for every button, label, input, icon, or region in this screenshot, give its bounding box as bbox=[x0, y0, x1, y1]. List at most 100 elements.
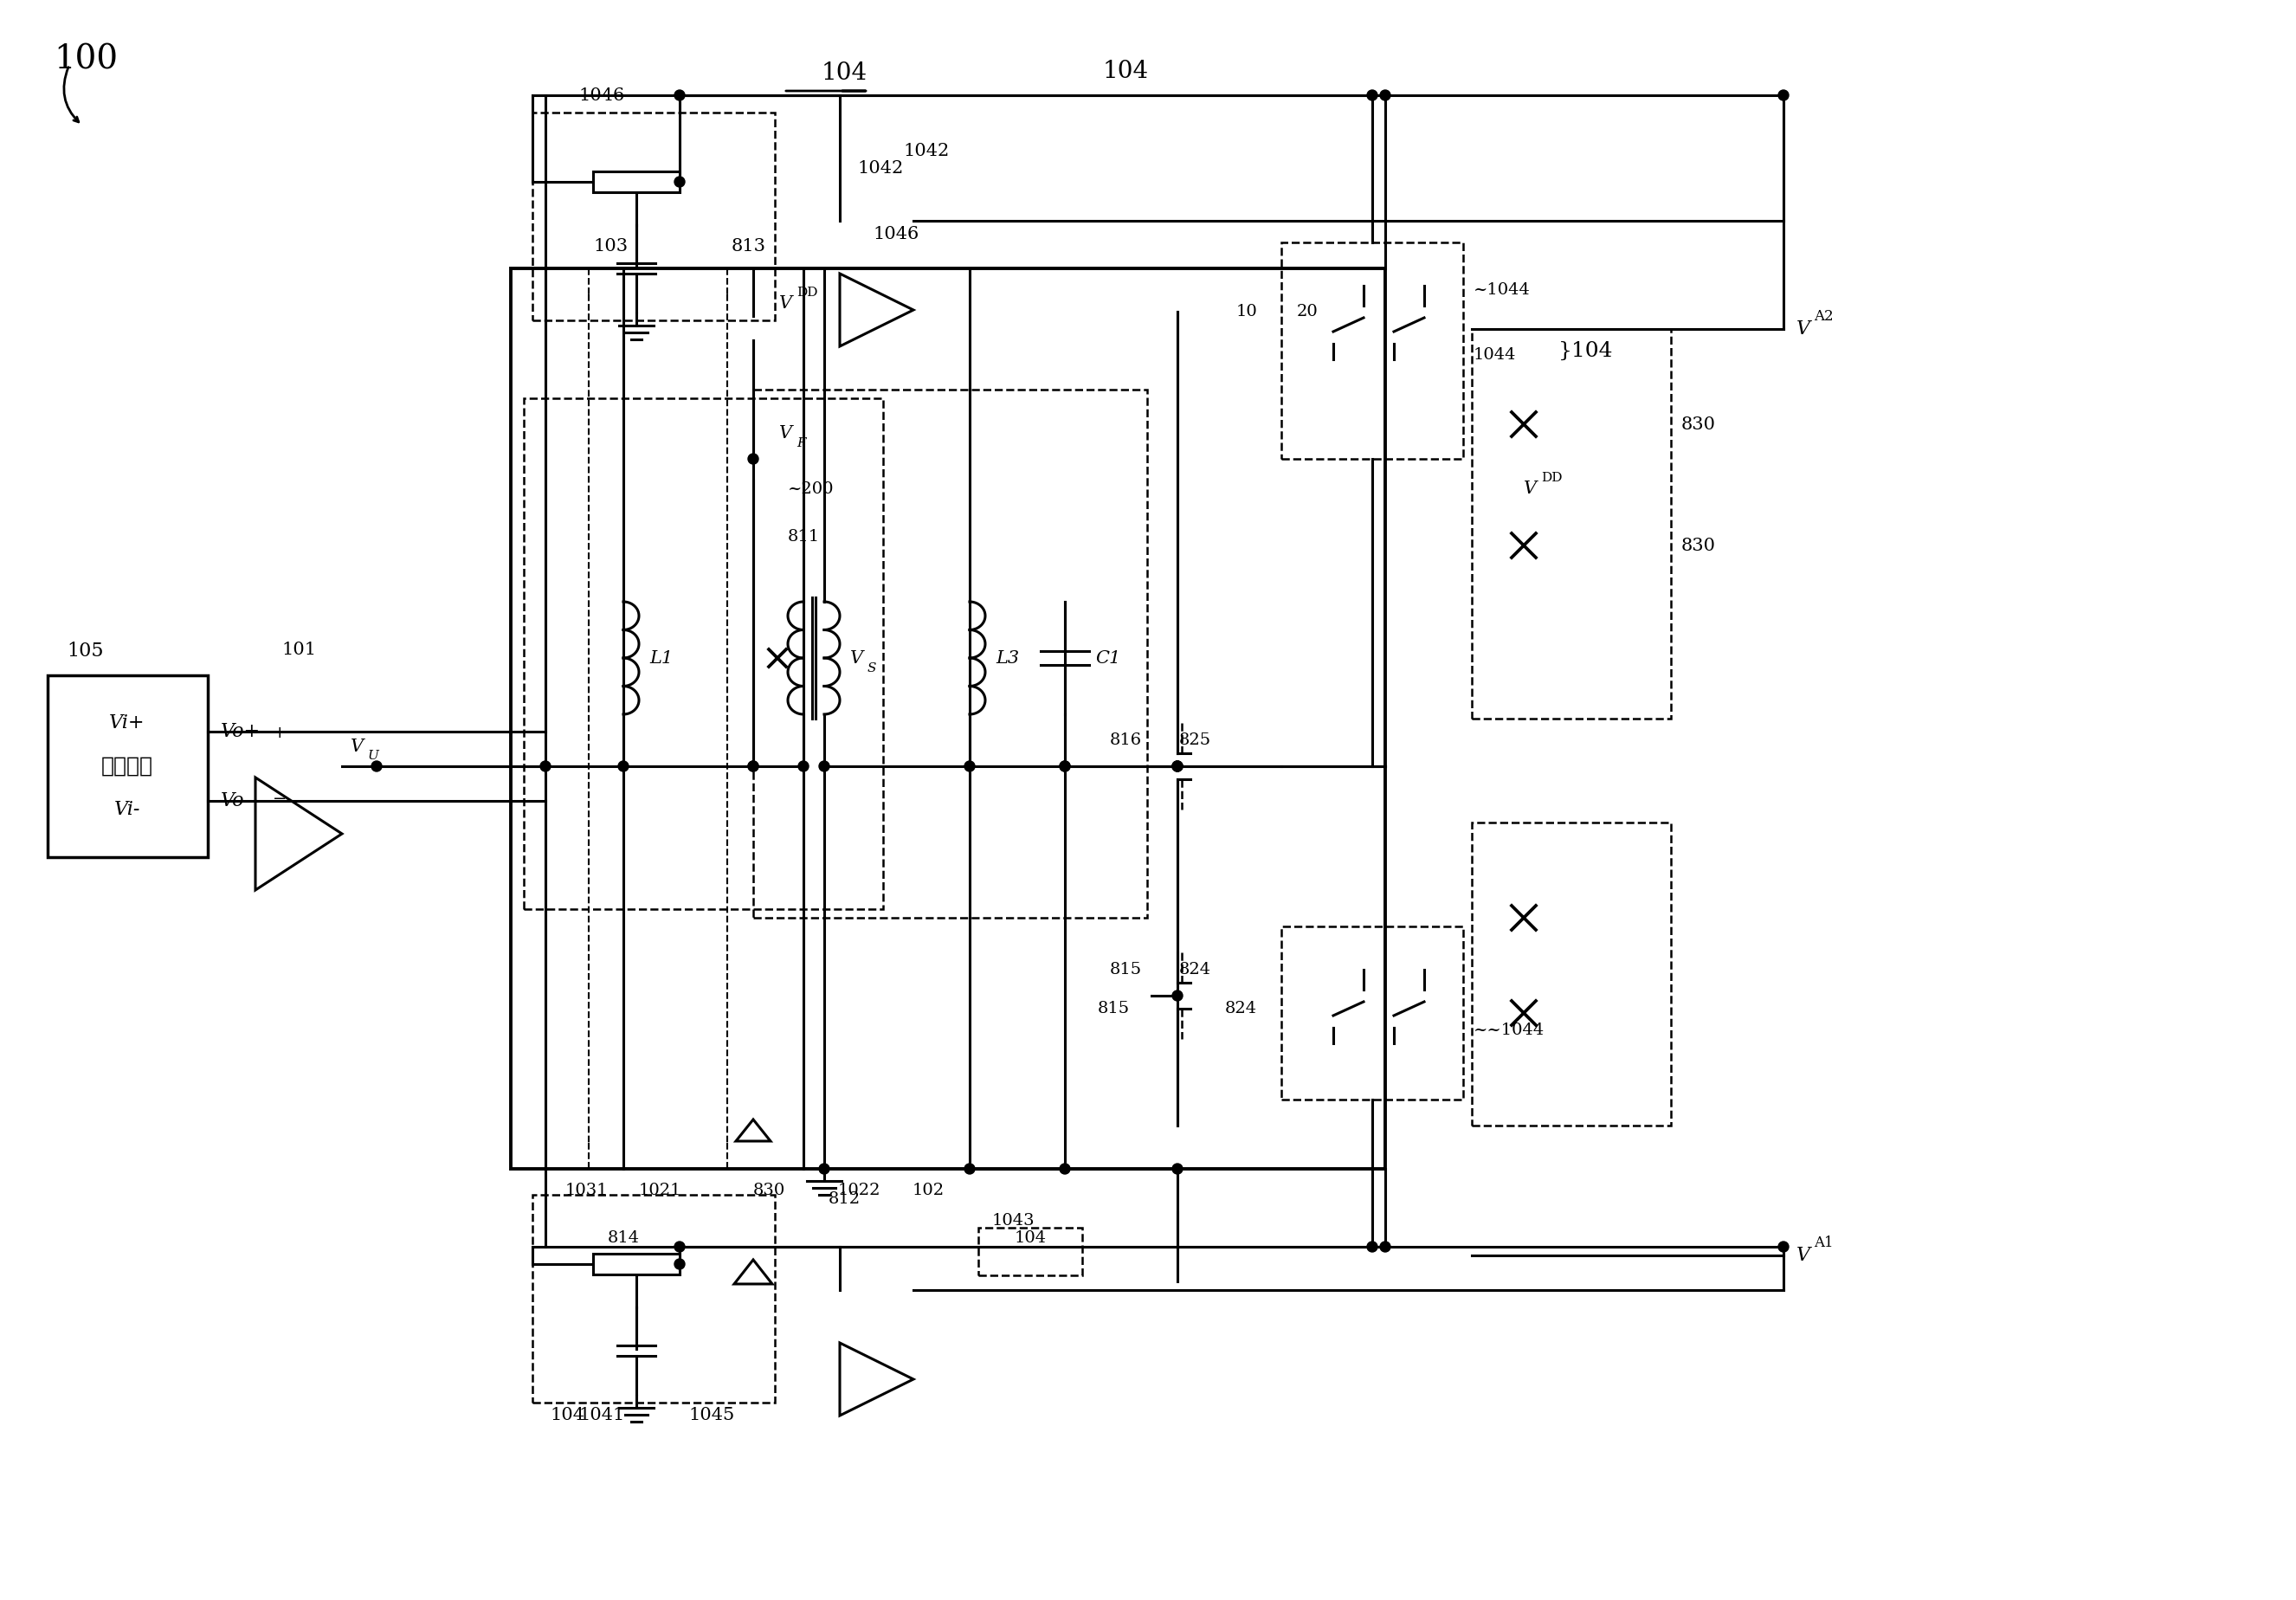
Text: 104: 104 bbox=[549, 1408, 585, 1424]
Circle shape bbox=[1061, 1163, 1070, 1174]
Text: 1042: 1042 bbox=[902, 144, 951, 160]
Text: 处理电路: 处理电路 bbox=[101, 757, 154, 776]
Circle shape bbox=[1173, 1163, 1182, 1174]
Circle shape bbox=[748, 762, 758, 771]
Text: 104: 104 bbox=[1102, 59, 1148, 83]
Bar bbox=[533, 1195, 774, 1403]
Bar bbox=[592, 171, 680, 192]
Text: V: V bbox=[1525, 482, 1536, 498]
Text: V: V bbox=[778, 424, 792, 442]
Circle shape bbox=[1173, 762, 1182, 771]
Text: Vo+: Vo+ bbox=[220, 722, 262, 741]
Bar bbox=[1472, 822, 1671, 1125]
Circle shape bbox=[1779, 90, 1789, 101]
Circle shape bbox=[964, 762, 976, 771]
Text: 10: 10 bbox=[1235, 304, 1258, 320]
Circle shape bbox=[675, 1242, 684, 1251]
Text: 825: 825 bbox=[1178, 733, 1210, 749]
Circle shape bbox=[1173, 762, 1182, 771]
Text: 815: 815 bbox=[1109, 962, 1141, 978]
Text: V: V bbox=[850, 650, 863, 666]
Text: 1031: 1031 bbox=[565, 1182, 608, 1198]
Bar bbox=[48, 675, 207, 858]
Circle shape bbox=[675, 1259, 684, 1269]
Text: 103: 103 bbox=[592, 238, 627, 254]
Circle shape bbox=[1173, 762, 1182, 771]
Text: C1: C1 bbox=[1095, 650, 1120, 666]
Circle shape bbox=[1366, 1242, 1378, 1251]
Text: 816: 816 bbox=[1109, 733, 1141, 749]
Text: Vi+: Vi+ bbox=[110, 714, 145, 733]
Circle shape bbox=[748, 762, 758, 771]
Circle shape bbox=[964, 1163, 976, 1174]
Circle shape bbox=[748, 454, 758, 464]
Text: 824: 824 bbox=[1226, 1002, 1258, 1016]
Text: V: V bbox=[1795, 1246, 1812, 1266]
Circle shape bbox=[1779, 1242, 1789, 1251]
Text: }104: }104 bbox=[1559, 341, 1614, 360]
Circle shape bbox=[820, 1163, 829, 1174]
Text: 1044: 1044 bbox=[1474, 347, 1515, 363]
Bar bbox=[1281, 926, 1463, 1099]
Text: +: + bbox=[273, 725, 287, 741]
Bar bbox=[1472, 330, 1671, 718]
Text: F: F bbox=[797, 437, 806, 450]
Circle shape bbox=[372, 762, 381, 771]
Circle shape bbox=[1380, 90, 1391, 101]
Text: 812: 812 bbox=[829, 1192, 861, 1206]
Circle shape bbox=[799, 762, 808, 771]
Text: 830: 830 bbox=[1681, 416, 1715, 432]
Text: 104: 104 bbox=[822, 62, 868, 85]
Text: Vo-: Vo- bbox=[220, 792, 250, 810]
Text: 830: 830 bbox=[1681, 538, 1715, 554]
Text: 1046: 1046 bbox=[579, 86, 625, 104]
Text: 811: 811 bbox=[788, 530, 820, 544]
Text: 100: 100 bbox=[53, 43, 117, 75]
Bar bbox=[510, 269, 1384, 1170]
Text: 1041: 1041 bbox=[579, 1408, 625, 1424]
Text: V: V bbox=[778, 294, 792, 312]
Bar bbox=[592, 1254, 680, 1275]
Text: A1: A1 bbox=[1814, 1235, 1835, 1251]
Circle shape bbox=[618, 762, 629, 771]
Circle shape bbox=[820, 762, 829, 771]
Text: DD: DD bbox=[797, 286, 817, 299]
Text: ~1044: ~1044 bbox=[1474, 282, 1531, 298]
Text: 1046: 1046 bbox=[872, 226, 918, 242]
Circle shape bbox=[1380, 1242, 1391, 1251]
Text: 1021: 1021 bbox=[638, 1182, 682, 1198]
Text: 824: 824 bbox=[1178, 962, 1210, 978]
Text: DD: DD bbox=[1541, 472, 1561, 483]
Text: V: V bbox=[1795, 320, 1812, 339]
Text: 814: 814 bbox=[606, 1230, 638, 1246]
Text: 815: 815 bbox=[1097, 1002, 1130, 1016]
Text: L3: L3 bbox=[996, 650, 1019, 666]
Text: L1: L1 bbox=[650, 650, 673, 666]
Text: 813: 813 bbox=[732, 238, 767, 254]
Text: ~200: ~200 bbox=[788, 482, 833, 498]
Circle shape bbox=[540, 762, 551, 771]
Text: 1043: 1043 bbox=[992, 1213, 1035, 1229]
Text: A2: A2 bbox=[1814, 309, 1835, 325]
Text: −: − bbox=[273, 792, 287, 806]
Text: V: V bbox=[351, 739, 363, 755]
Text: 101: 101 bbox=[282, 642, 317, 658]
Bar bbox=[753, 390, 1148, 918]
Circle shape bbox=[1173, 990, 1182, 1002]
Text: ~~1044: ~~1044 bbox=[1474, 1022, 1545, 1038]
Bar bbox=[1281, 243, 1463, 459]
Text: 104: 104 bbox=[1015, 1230, 1047, 1246]
Text: 105: 105 bbox=[67, 642, 103, 661]
Circle shape bbox=[675, 176, 684, 187]
Text: Vi-: Vi- bbox=[115, 800, 140, 819]
Text: 830: 830 bbox=[753, 1182, 785, 1198]
Text: 1022: 1022 bbox=[838, 1182, 879, 1198]
Text: 102: 102 bbox=[912, 1182, 944, 1198]
Text: S: S bbox=[868, 662, 877, 675]
Text: 1042: 1042 bbox=[856, 160, 902, 178]
Circle shape bbox=[675, 90, 684, 101]
Text: U: U bbox=[367, 750, 379, 762]
Text: 20: 20 bbox=[1297, 304, 1318, 320]
Circle shape bbox=[1366, 90, 1378, 101]
Bar bbox=[523, 398, 884, 909]
